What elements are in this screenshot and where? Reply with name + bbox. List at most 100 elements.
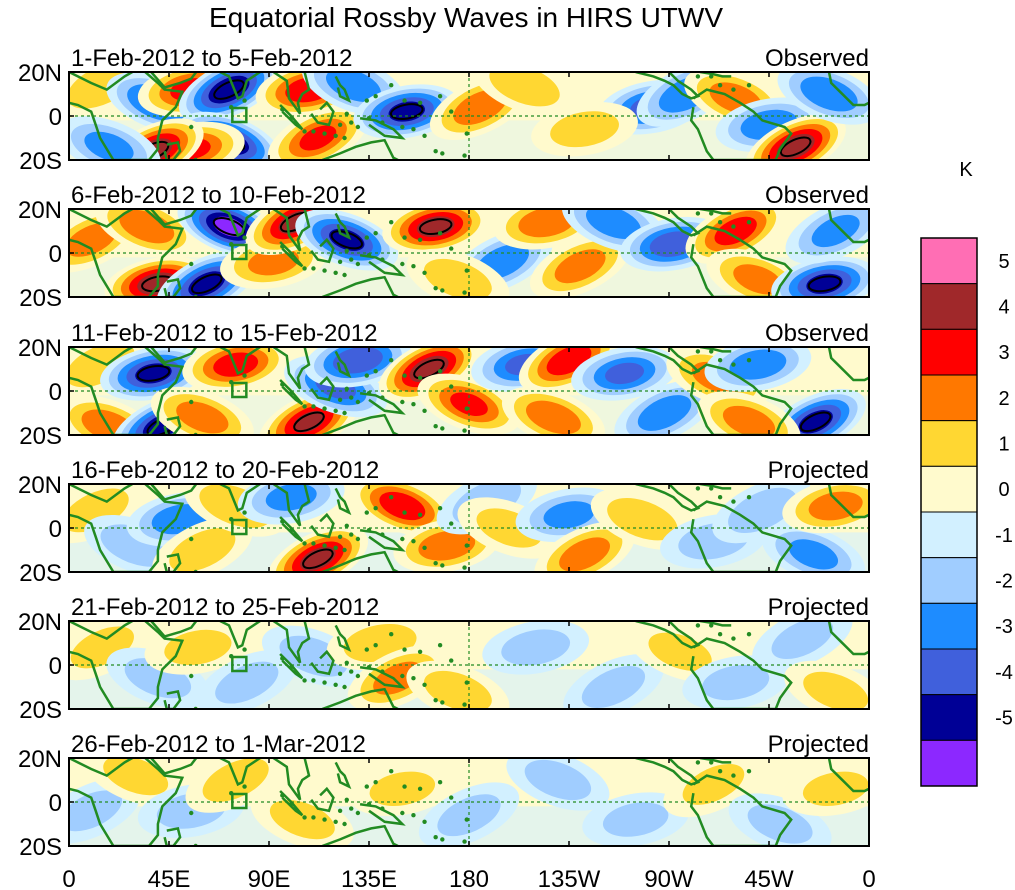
anomaly-18 — [771, 256, 869, 297]
island — [280, 382, 285, 387]
island — [411, 127, 416, 132]
y-tick-label: 0 — [49, 241, 62, 268]
island — [417, 237, 423, 242]
island — [717, 495, 723, 500]
island — [437, 94, 443, 99]
y-tick-label: 20S — [19, 423, 62, 450]
island — [464, 131, 469, 136]
island — [402, 373, 407, 378]
contour-line — [779, 136, 812, 158]
anomaly-contour — [771, 621, 834, 660]
coastline — [359, 528, 406, 552]
colorbar: K 5 4 3 2 1 0 -1 -2 -3 -4 -5 — [920, 159, 1013, 787]
island — [280, 244, 285, 249]
colorbar-swatch — [920, 328, 978, 376]
x-tick-label: 90W — [644, 866, 694, 890]
colorbar-swatch — [920, 511, 978, 559]
island — [380, 395, 385, 400]
coastline — [699, 621, 732, 627]
island — [373, 369, 378, 374]
anomaly-contour — [293, 410, 325, 433]
island — [337, 671, 343, 676]
anomaly-16 — [614, 380, 715, 435]
coastline — [279, 104, 304, 131]
coastline — [635, 347, 701, 375]
island — [422, 270, 427, 275]
coastline — [321, 824, 399, 846]
panel-status: Observed — [765, 45, 869, 72]
island — [464, 406, 469, 411]
y-tick-label: 0 — [49, 790, 62, 817]
island — [389, 220, 394, 225]
island — [400, 261, 405, 267]
island — [355, 399, 361, 405]
coastline — [163, 277, 182, 297]
anomaly-1 — [69, 72, 153, 119]
contour-line — [293, 411, 325, 433]
island — [366, 665, 372, 670]
anomaly-contour — [543, 501, 595, 529]
island — [311, 541, 316, 546]
island — [366, 253, 372, 258]
y-tick-label: 0 — [49, 653, 62, 680]
island — [417, 100, 423, 106]
anomaly-contour — [369, 771, 436, 806]
island — [344, 797, 349, 802]
anomaly-9 — [582, 792, 690, 846]
island — [449, 109, 454, 114]
contour-line — [213, 79, 245, 100]
panel-1: 20N 0 20S 1-Feb-2012 to 5-Feb-2012 Observed — [18, 45, 870, 175]
island — [373, 643, 378, 648]
island — [302, 129, 307, 134]
island — [280, 656, 285, 661]
coastline — [272, 484, 311, 527]
anomaly-field — [69, 347, 869, 435]
anomaly-contour — [729, 349, 787, 380]
anomaly-contour — [682, 763, 745, 805]
island — [449, 521, 454, 526]
island — [695, 74, 701, 79]
island — [355, 810, 361, 816]
coastline — [321, 138, 399, 160]
island — [422, 133, 427, 138]
coastlines — [69, 209, 869, 297]
island — [411, 813, 416, 818]
island — [242, 510, 247, 515]
island — [349, 669, 354, 674]
island — [400, 399, 405, 405]
anomaly-field — [69, 209, 869, 297]
anomaly-10 — [563, 654, 664, 709]
panel-date-range: 1-Feb-2012 to 5-Feb-2012 — [71, 45, 353, 72]
anomaly-19 — [785, 209, 869, 264]
coastline — [150, 209, 198, 226]
colorbar-swatch — [920, 739, 978, 787]
chart-title: Equatorial Rossby Waves in HIRS UTWV — [209, 2, 723, 33]
island — [717, 769, 723, 774]
island — [731, 87, 736, 92]
island — [462, 290, 467, 295]
coastline — [219, 484, 261, 513]
island — [746, 220, 752, 225]
island — [400, 673, 405, 679]
island — [440, 837, 445, 842]
y-tick-label: 20N — [18, 609, 62, 636]
island — [366, 802, 372, 807]
island — [349, 532, 354, 537]
island — [437, 643, 443, 648]
island — [189, 261, 194, 267]
island — [364, 235, 369, 240]
colorbar-swatch — [920, 602, 978, 650]
anomaly-16 — [712, 484, 813, 544]
island — [302, 541, 307, 546]
island — [402, 235, 407, 240]
anomaly-contour — [169, 528, 236, 572]
island — [464, 680, 469, 685]
contour-line — [389, 103, 424, 121]
coastline — [699, 347, 732, 353]
island — [373, 506, 378, 511]
anomaly-contour — [728, 487, 797, 534]
island — [695, 760, 701, 765]
coastlines — [69, 347, 869, 435]
panel-date-range: 21-Feb-2012 to 25-Feb-2012 — [71, 594, 379, 621]
island — [364, 373, 369, 378]
